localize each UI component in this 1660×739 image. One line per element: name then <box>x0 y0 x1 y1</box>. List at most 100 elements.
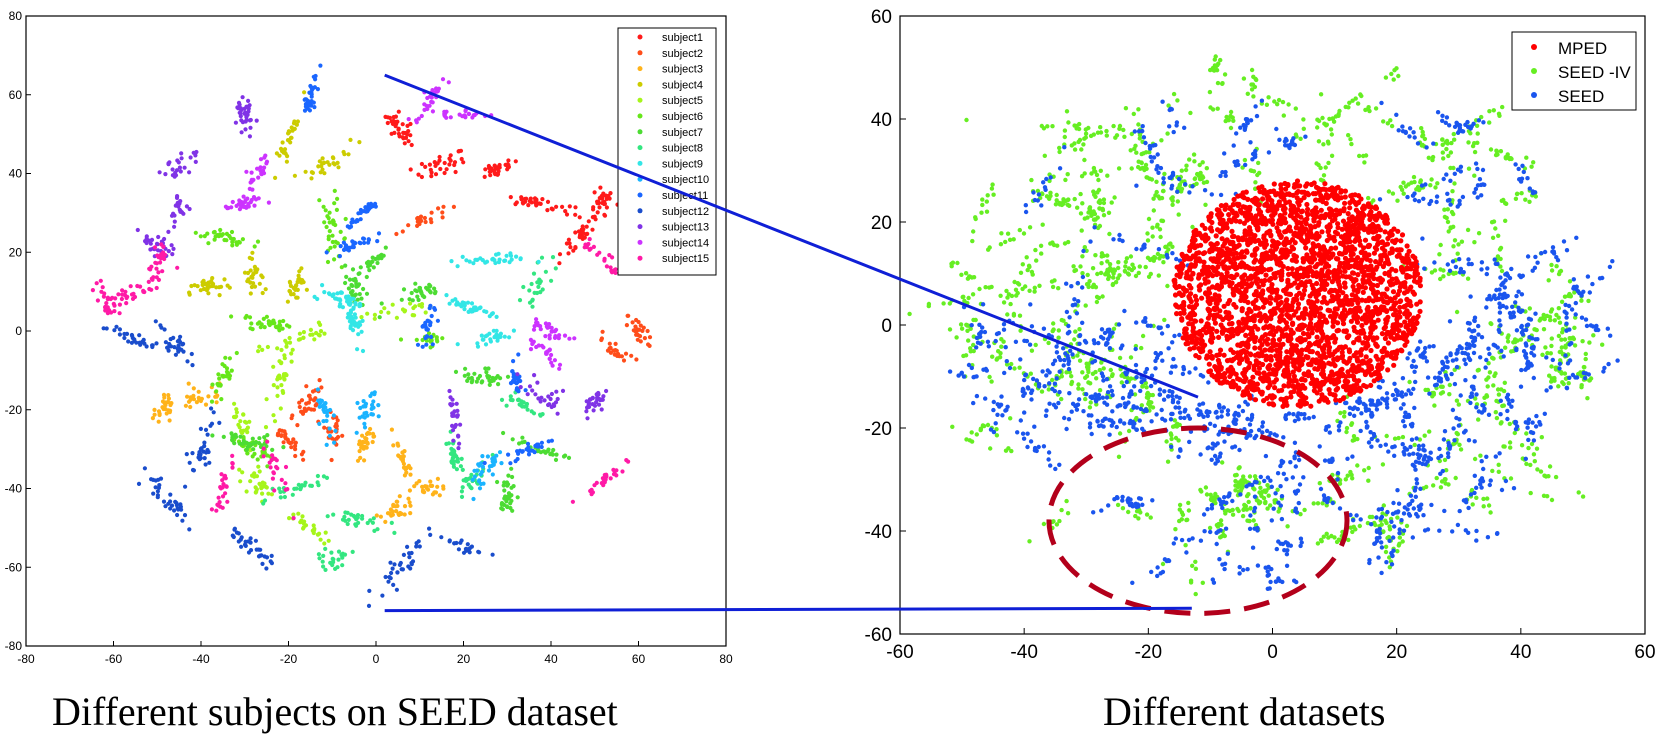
data-point <box>1391 77 1396 82</box>
data-point <box>1155 251 1161 257</box>
data-point <box>419 304 424 309</box>
series-subject1 <box>383 109 632 266</box>
data-point <box>190 467 196 473</box>
data-point <box>1411 451 1416 456</box>
series-subject7 <box>210 245 572 513</box>
data-point <box>1494 148 1499 153</box>
data-point <box>463 108 468 114</box>
data-point <box>429 334 434 340</box>
data-point <box>471 261 476 266</box>
data-point <box>456 547 461 552</box>
data-point <box>591 408 596 413</box>
data-point <box>251 272 256 277</box>
data-point <box>268 465 273 470</box>
data-point <box>541 345 546 350</box>
data-point <box>499 501 505 506</box>
data-point <box>1499 198 1505 203</box>
data-point <box>345 299 350 304</box>
data-point <box>339 290 344 295</box>
data-point <box>1284 477 1289 482</box>
data-point <box>1005 295 1010 300</box>
data-point <box>1130 262 1135 267</box>
data-point <box>152 407 157 412</box>
data-point <box>1164 439 1169 444</box>
data-point <box>1318 165 1323 171</box>
data-point <box>312 85 317 90</box>
data-point <box>427 103 432 108</box>
data-point <box>156 419 161 424</box>
data-point <box>406 139 411 144</box>
data-point <box>1315 125 1320 130</box>
data-point <box>430 88 435 93</box>
data-point <box>473 307 478 313</box>
data-point <box>390 302 395 307</box>
data-point <box>1136 516 1141 521</box>
data-point <box>1093 369 1098 375</box>
data-point <box>336 557 341 562</box>
data-point <box>1078 211 1084 216</box>
data-point <box>367 588 372 594</box>
data-point <box>540 197 545 202</box>
data-point <box>1389 71 1394 77</box>
data-point <box>971 342 976 348</box>
data-point <box>428 303 433 308</box>
data-point <box>1023 209 1029 215</box>
data-point <box>356 332 361 337</box>
data-point <box>1392 524 1397 529</box>
data-point <box>1413 467 1418 472</box>
data-point <box>1498 245 1504 251</box>
data-point <box>308 483 313 488</box>
data-point <box>164 411 169 416</box>
data-point <box>362 458 367 463</box>
data-point <box>1549 364 1554 369</box>
data-point <box>433 163 438 168</box>
data-point <box>492 335 497 340</box>
data-point <box>568 245 573 250</box>
data-point <box>244 169 249 174</box>
data-point <box>482 174 487 179</box>
data-point <box>429 338 434 343</box>
data-point <box>1386 449 1391 454</box>
data-point <box>528 196 533 201</box>
data-point <box>256 349 261 354</box>
data-point <box>1032 289 1037 294</box>
data-point <box>1107 327 1112 332</box>
data-point <box>448 402 453 407</box>
data-point <box>438 166 443 172</box>
data-point <box>223 491 228 496</box>
data-point <box>246 204 251 209</box>
data-point <box>1213 491 1218 497</box>
data-point <box>189 283 194 289</box>
data-point <box>334 207 339 212</box>
data-point <box>1044 194 1050 199</box>
left-scatter-chart: -80 -60 -40 -20 0 20 40 60 80806040200-20-40-60-… <box>5 9 733 666</box>
data-point <box>484 370 489 375</box>
data-point <box>1413 459 1419 464</box>
data-point <box>1501 354 1506 359</box>
data-point <box>236 100 242 105</box>
legend-label: subject1 <box>662 32 703 44</box>
data-point <box>1472 240 1477 245</box>
data-point <box>260 347 265 352</box>
data-point <box>1279 461 1285 466</box>
data-point <box>1192 176 1198 182</box>
data-point <box>1342 410 1347 415</box>
data-point <box>465 300 471 305</box>
data-point <box>1097 388 1103 393</box>
data-point <box>1105 267 1110 272</box>
data-point <box>280 326 285 331</box>
data-point <box>531 327 537 332</box>
data-point <box>1220 460 1225 465</box>
data-point <box>1404 447 1410 452</box>
data-point <box>1433 185 1438 190</box>
data-point <box>1472 439 1477 444</box>
data-point <box>1245 416 1250 422</box>
data-point <box>478 256 483 261</box>
data-point <box>264 485 269 490</box>
data-point <box>1484 454 1489 459</box>
data-point <box>1569 307 1575 312</box>
data-point <box>253 538 258 543</box>
data-point <box>557 366 562 371</box>
data-point <box>372 392 377 397</box>
